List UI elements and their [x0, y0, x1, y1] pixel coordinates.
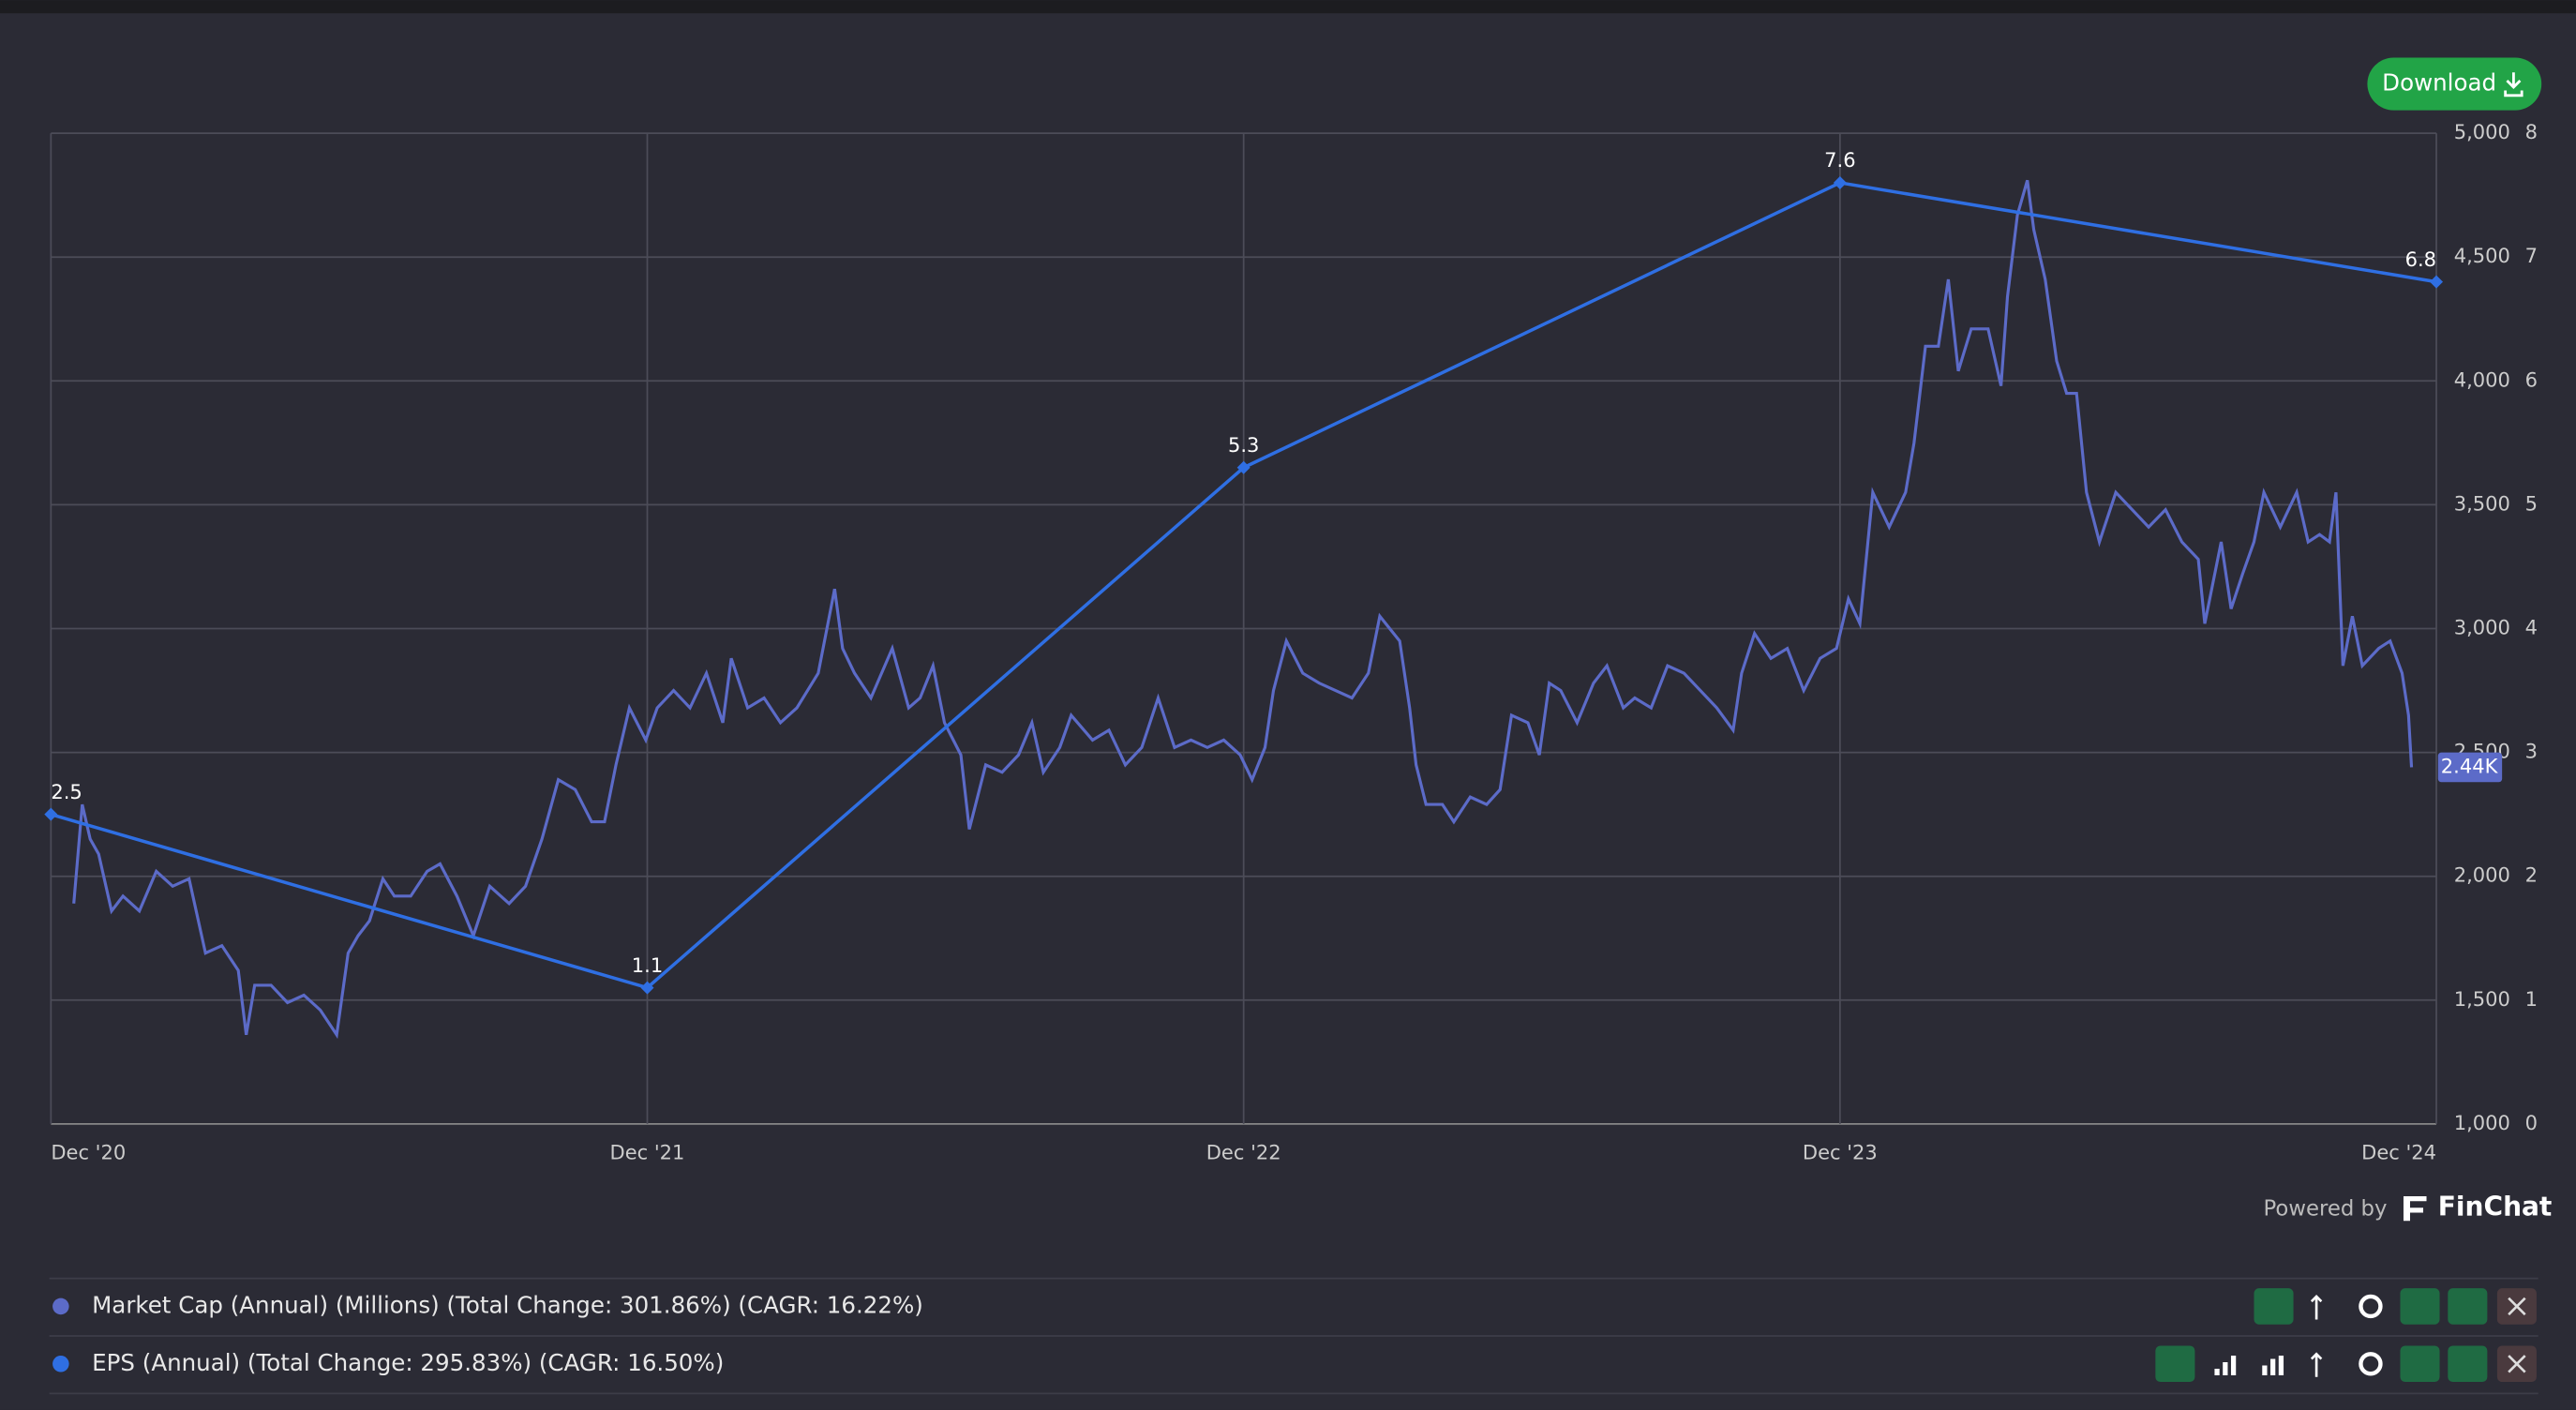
download-bg[interactable] [2367, 57, 2542, 111]
x-tick-label: Dec '24 [2361, 1140, 2436, 1163]
plot: 1,0001,5002,0002,5003,0003,5004,0004,500… [44, 120, 2538, 1163]
download-label[interactable]: Download [2382, 69, 2496, 97]
y-tick-label: 5,000 [2454, 120, 2510, 143]
point-marker [1833, 175, 1847, 189]
end-label: 2.44K [2441, 754, 2499, 777]
legend-label: Market Cap (Annual) (Millions) (Total Ch… [92, 1291, 923, 1318]
point-marker [640, 981, 654, 995]
y2-tick-label: 6 [2525, 368, 2538, 391]
y-tick-label: 1,500 [2454, 987, 2510, 1011]
settings-icon[interactable] [2359, 1294, 2383, 1319]
tool-button[interactable] [2400, 1345, 2440, 1383]
x-tick-label: Dec '22 [1206, 1140, 1281, 1163]
tool-button[interactable] [2400, 1288, 2440, 1325]
legend-swatch [52, 1356, 69, 1372]
x-tick-label: Dec '23 [1803, 1140, 1878, 1163]
data-label: 1.1 [632, 953, 663, 977]
tool-button[interactable] [2448, 1345, 2488, 1383]
bar-icon[interactable] [2214, 1356, 2237, 1376]
settings-icon[interactable] [2359, 1352, 2383, 1376]
brand-logo [2403, 1196, 2427, 1222]
y-tick-label: 4,500 [2454, 244, 2510, 267]
legend-swatch [52, 1298, 69, 1315]
powered-by: Powered by [2264, 1197, 2388, 1222]
tool-button[interactable] [2254, 1288, 2294, 1325]
axis-icon[interactable] [2310, 1295, 2323, 1320]
y-tick-label: 3,500 [2454, 491, 2510, 515]
y2-tick-label: 0 [2525, 1111, 2538, 1134]
point-marker [2430, 275, 2444, 289]
data-label: 6.8 [2405, 248, 2436, 271]
x-tick-label: Dec '20 [51, 1140, 126, 1163]
close-icon[interactable] [2508, 1355, 2526, 1373]
close-icon[interactable] [2508, 1297, 2526, 1316]
download-icon[interactable] [2504, 72, 2524, 98]
x-tick-label: Dec '21 [610, 1140, 685, 1163]
y2-tick-label: 2 [2525, 863, 2538, 887]
y2-tick-label: 7 [2525, 244, 2538, 267]
end-label-bg [2437, 752, 2503, 783]
legend-label: EPS (Annual) (Total Change: 295.83%) (CA… [92, 1349, 724, 1376]
series-line [72, 179, 2414, 1040]
brand: FinChat [2438, 1191, 2553, 1222]
y-tick-label: 3,000 [2454, 616, 2510, 639]
data-label: 5.3 [1228, 433, 1259, 457]
axis-icon[interactable] [2310, 1352, 2323, 1377]
top-bar [0, 0, 2576, 14]
tool-button[interactable] [2448, 1288, 2488, 1325]
data-label: 7.6 [1824, 148, 1855, 172]
y2-tick-label: 5 [2525, 491, 2538, 515]
y2-tick-label: 1 [2525, 987, 2538, 1011]
y-tick-label: 2,000 [2454, 863, 2510, 887]
y-tick-label: 1,000 [2454, 1111, 2510, 1134]
y2-tick-label: 3 [2525, 740, 2538, 763]
y-tick-label: 4,000 [2454, 368, 2510, 391]
y2-tick-label: 8 [2525, 120, 2538, 143]
data-label: 2.5 [51, 780, 82, 803]
tool-button[interactable] [2155, 1345, 2195, 1383]
y2-tick-label: 4 [2525, 616, 2538, 639]
point-marker [1236, 460, 1251, 474]
download-button[interactable]: Download [2367, 57, 2542, 111]
stack-icon[interactable] [2262, 1356, 2284, 1376]
series-tools[interactable] [2155, 1288, 2537, 1383]
